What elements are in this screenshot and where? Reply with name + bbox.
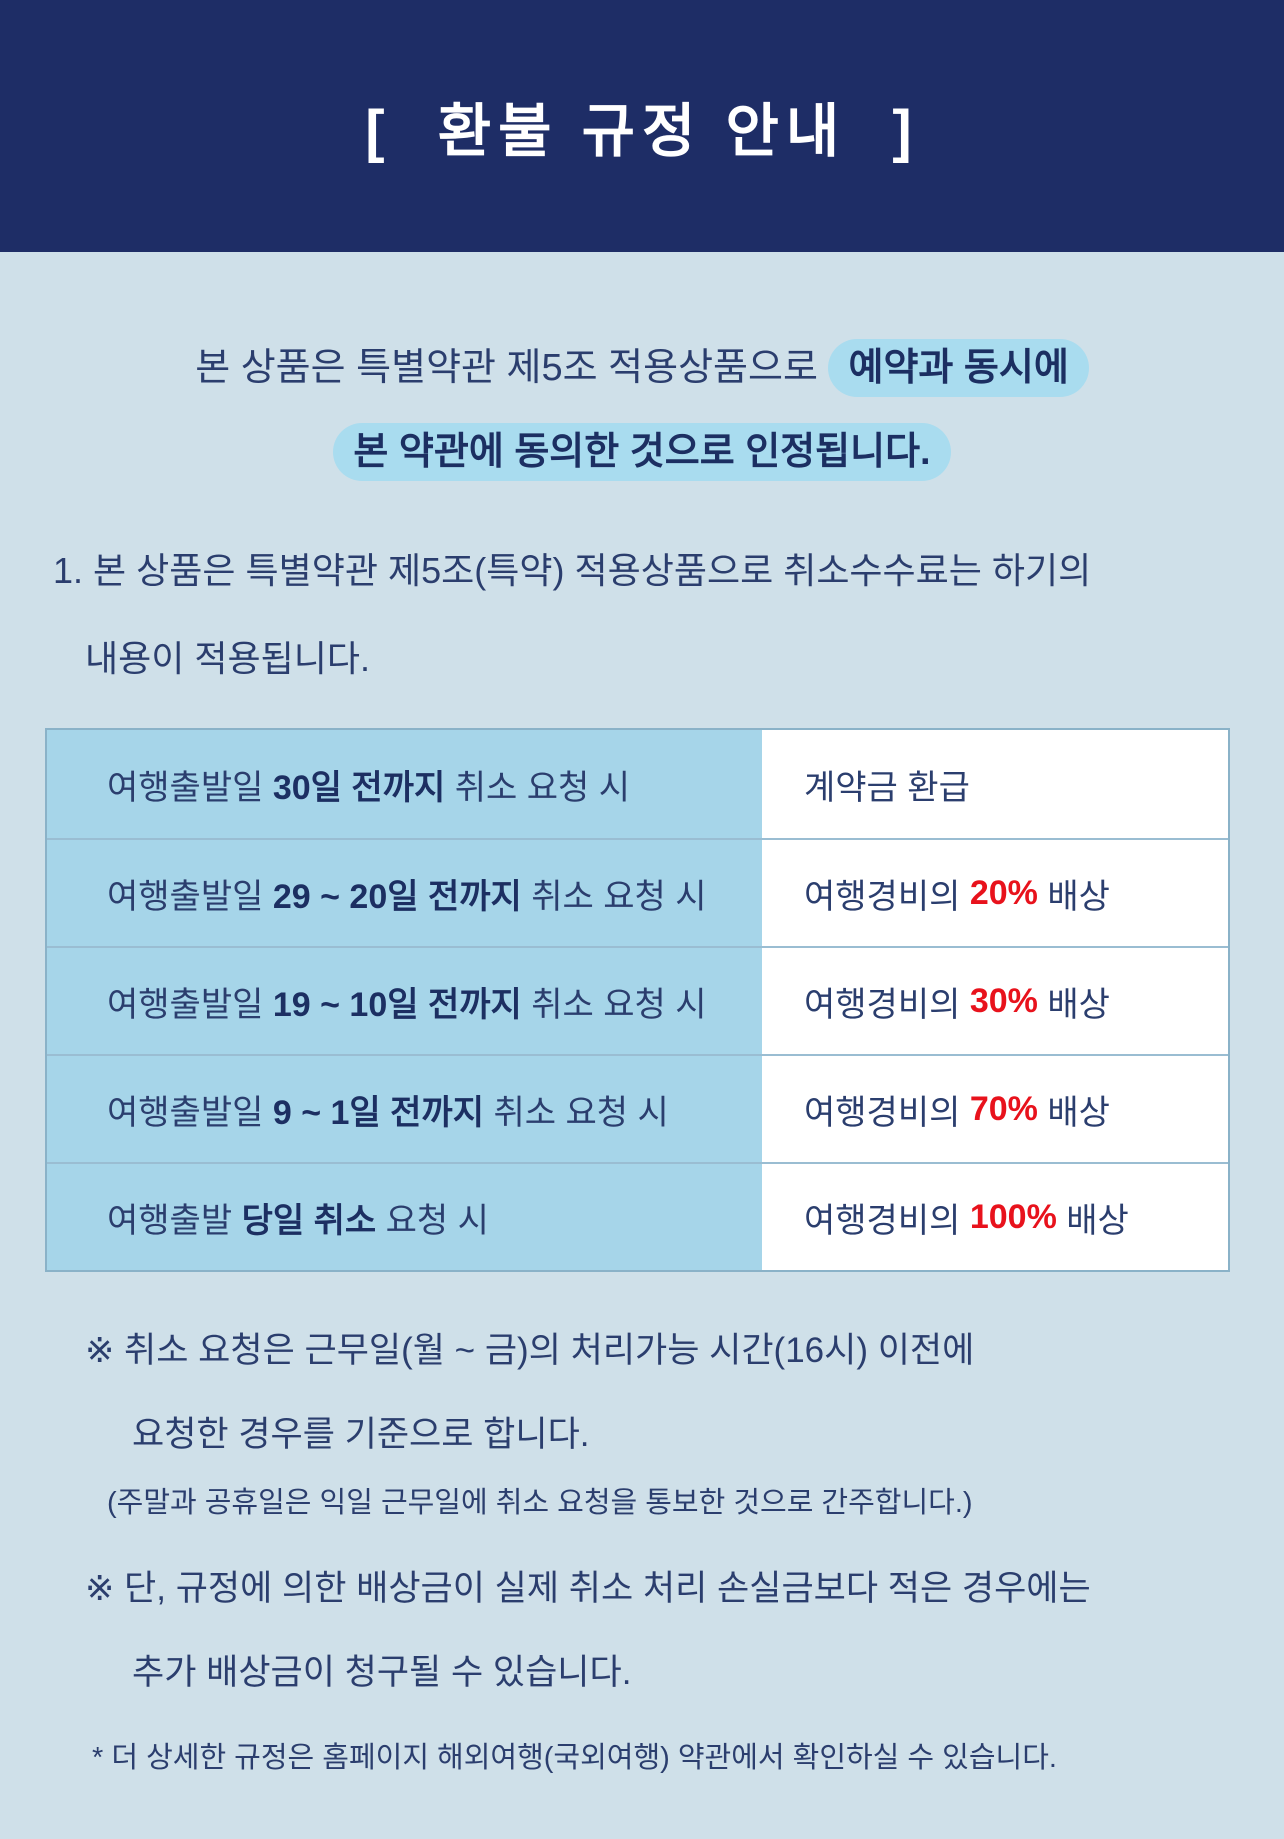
period-text: 여행출발일 xyxy=(107,768,273,807)
table-row: 여행출발일 29 ~ 20일 전까지 취소 요청 시 여행경비의 20% 배상 xyxy=(47,838,1228,946)
page-title: [ 환불 규정 안내 ] xyxy=(365,99,919,164)
penalty-percent: 30% xyxy=(969,981,1038,1020)
intro-statement: 본 상품은 특별약관 제5조 적용상품으로 예약과 동시에 본 약관에 동의한 … xyxy=(0,338,1284,482)
period-bold-text: 30일 전까지 xyxy=(272,768,446,807)
table-row: 여행출발일 30일 전까지 취소 요청 시 계약금 환급 xyxy=(47,730,1228,838)
penalty-text: 여행경비의 xyxy=(804,985,970,1024)
clause-1-line-2: 내용이 적용됩니다. xyxy=(85,638,370,679)
penalty-text: 여행경비의 xyxy=(804,1093,970,1132)
period-bold-text: 19 ~ 10일 전까지 xyxy=(272,985,522,1024)
intro-line-1: 본 상품은 특별약관 제5조 적용상품으로 예약과 동시에 xyxy=(0,338,1284,398)
clause-1-line-1: 1. 본 상품은 특별약관 제5조(특약) 적용상품으로 취소수수료는 하기의 xyxy=(53,550,1092,591)
clause-1: 1. 본 상품은 특별약관 제5조(특약) 적용상품으로 취소수수료는 하기의 … xyxy=(0,548,1284,682)
period-text: 취소 요청 시 xyxy=(445,768,630,807)
note-1-subnote: (주말과 공휴일은 익일 근무일에 취소 요청을 통보한 것으로 간주합니다.) xyxy=(107,1487,973,1519)
period-text: 취소 요청 시 xyxy=(521,877,707,916)
penalty-text: 배상 xyxy=(1037,877,1110,916)
intro-line-1-text: 본 상품은 특별약관 제5조 적용상품으로 xyxy=(195,347,829,389)
penalty-cell: 여행경비의 100% 배상 xyxy=(762,1164,1228,1270)
penalty-text: 여행경비의 xyxy=(804,877,970,916)
period-text: 요청 시 xyxy=(376,1201,489,1240)
cancel-period-cell: 여행출발 당일 취소 요청 시 xyxy=(47,1164,762,1270)
penalty-text: 여행경비의 xyxy=(804,1201,970,1240)
table-row: 여행출발 당일 취소 요청 시 여행경비의 100% 배상 xyxy=(47,1162,1228,1270)
penalty-text: 배상 xyxy=(1037,1093,1110,1132)
penalty-cell: 여행경비의 20% 배상 xyxy=(762,840,1228,946)
notes-section: ※ 취소 요청은 근무일(월 ~ 금)의 처리가능 시간(16시) 이전에 요청… xyxy=(0,1328,1284,1696)
period-bold-text: 9 ~ 1일 전까지 xyxy=(272,1093,484,1132)
cancel-period-cell: 여행출발일 19 ~ 10일 전까지 취소 요청 시 xyxy=(47,948,762,1054)
note-1-line-1: ※ 취소 요청은 근무일(월 ~ 금)의 처리가능 시간(16시) 이전에 xyxy=(85,1331,975,1370)
penalty-cell: 계약금 환급 xyxy=(762,730,1228,838)
period-bold-text: 29 ~ 20일 전까지 xyxy=(272,877,522,916)
penalty-text: 계약금 환급 xyxy=(804,768,970,807)
penalty-cell: 여행경비의 70% 배상 xyxy=(762,1056,1228,1162)
table-row: 여행출발일 9 ~ 1일 전까지 취소 요청 시 여행경비의 70% 배상 xyxy=(47,1054,1228,1162)
period-text: 취소 요청 시 xyxy=(484,1093,669,1132)
period-text: 여행출발 xyxy=(107,1201,242,1240)
penalty-text: 배상 xyxy=(1056,1201,1129,1240)
penalty-percent: 100% xyxy=(969,1197,1057,1236)
note-2-line-2: 추가 배상금이 청구될 수 있습니다. xyxy=(132,1653,632,1692)
table-row: 여행출발일 19 ~ 10일 전까지 취소 요청 시 여행경비의 30% 배상 xyxy=(47,946,1228,1054)
cancel-period-cell: 여행출발일 9 ~ 1일 전까지 취소 요청 시 xyxy=(47,1056,762,1162)
penalty-cell: 여행경비의 30% 배상 xyxy=(762,948,1228,1054)
note-1-line-2: 요청한 경우를 기준으로 합니다. xyxy=(132,1415,590,1454)
cancel-period-cell: 여행출발일 29 ~ 20일 전까지 취소 요청 시 xyxy=(47,840,762,946)
header-banner: [ 환불 규정 안내 ] xyxy=(0,0,1284,252)
penalty-percent: 70% xyxy=(969,1089,1038,1128)
period-text: 취소 요청 시 xyxy=(521,985,707,1024)
note-2-line-1: ※ 단, 규정에 의한 배상금이 실제 취소 처리 손실금보다 적은 경우에는 xyxy=(85,1569,1091,1608)
penalty-percent: 20% xyxy=(969,873,1038,912)
refund-table: 여행출발일 30일 전까지 취소 요청 시 계약금 환급 여행출발일 29 ~ … xyxy=(45,728,1230,1272)
period-text: 여행출발일 xyxy=(107,985,273,1024)
intro-line-2-highlight: 본 약관에 동의한 것으로 인정됩니다. xyxy=(333,423,951,481)
intro-line-2: 본 약관에 동의한 것으로 인정됩니다. xyxy=(0,422,1284,482)
footnote: * 더 상세한 규정은 홈페이지 해외여행(국외여행) 약관에서 확인하실 수 … xyxy=(92,1742,1057,1774)
period-text: 여행출발일 xyxy=(107,877,273,916)
penalty-text: 배상 xyxy=(1037,985,1110,1024)
cancel-period-cell: 여행출발일 30일 전까지 취소 요청 시 xyxy=(47,730,762,838)
period-text: 여행출발일 xyxy=(107,1093,273,1132)
period-bold-text: 당일 취소 xyxy=(241,1201,377,1240)
intro-line-1-highlight: 예약과 동시에 xyxy=(828,339,1089,397)
